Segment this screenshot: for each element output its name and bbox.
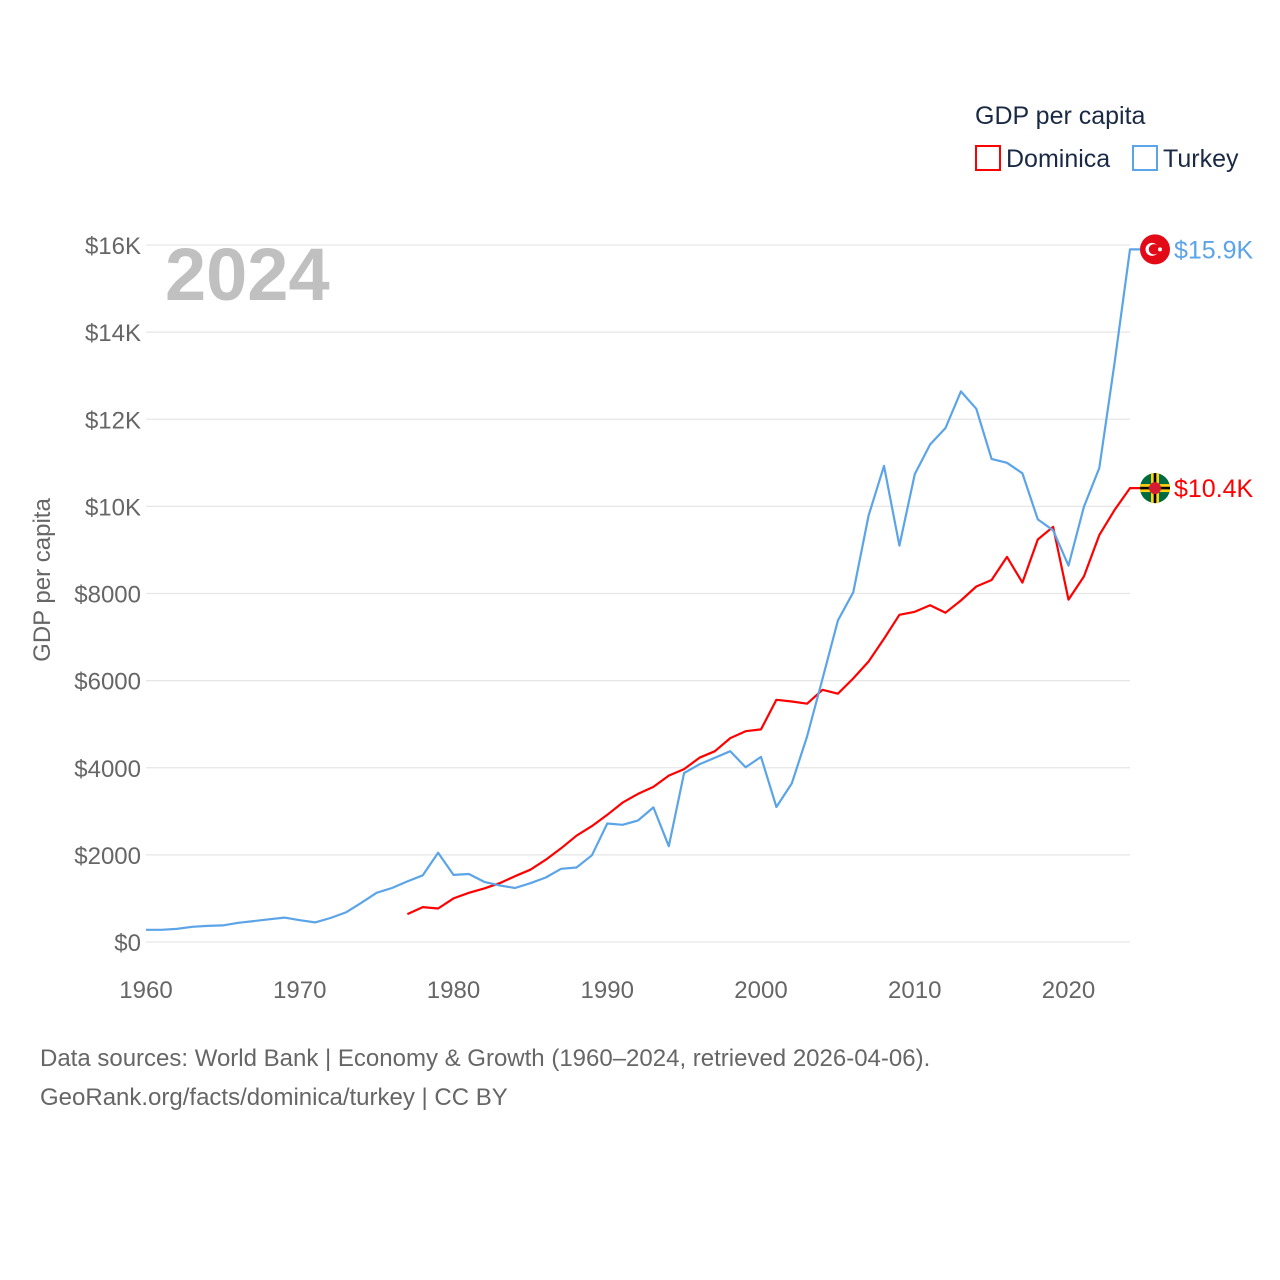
data-sources: Data sources: World Bank | Economy & Gro… — [40, 1045, 931, 1072]
y-tick-label: $10K — [85, 494, 141, 521]
source-link[interactable]: GeoRank.org/facts/dominica/turkey | CC B… — [40, 1084, 508, 1111]
y-tick-label: $4000 — [74, 756, 141, 783]
y-tick-label: $2000 — [74, 843, 141, 870]
y-tick-label: $6000 — [74, 669, 141, 696]
legend-label-dominica: Dominica — [1006, 145, 1110, 173]
dominica-flag-disc — [1149, 482, 1161, 495]
x-tick-label: 1970 — [273, 977, 326, 1004]
x-tick-label: 1960 — [119, 977, 172, 1004]
x-tick-label: 1980 — [427, 977, 480, 1004]
legend-swatch-dominica — [975, 145, 1001, 171]
x-tick-label: 2000 — [734, 977, 787, 1004]
y-tick-label: $0 — [114, 930, 141, 957]
end-label-dominica: $10.4K — [1174, 475, 1254, 503]
series-line-dominica — [406, 487, 1140, 916]
y-tick-label: $8000 — [74, 582, 141, 609]
legend-title: GDP per capita — [975, 102, 1146, 130]
turkey-flag-star — [1158, 247, 1162, 252]
end-label-turkey: $15.9K — [1174, 236, 1254, 264]
x-tick-label: 2020 — [1042, 977, 1095, 1004]
y-tick-label: $14K — [85, 320, 141, 347]
legend-label-turkey: Turkey — [1163, 145, 1239, 173]
y-axis-title: GDP per capita — [29, 498, 56, 662]
y-tick-label: $16K — [85, 233, 141, 260]
series-line-turkey — [146, 248, 1140, 931]
legend-swatch-turkey — [1132, 145, 1158, 171]
year-label: 2024 — [165, 233, 330, 316]
turkey-flag-crescent-cut — [1148, 244, 1160, 255]
y-tick-label: $12K — [85, 407, 141, 434]
x-tick-label: 1990 — [581, 977, 634, 1004]
x-tick-label: 2010 — [888, 977, 941, 1004]
